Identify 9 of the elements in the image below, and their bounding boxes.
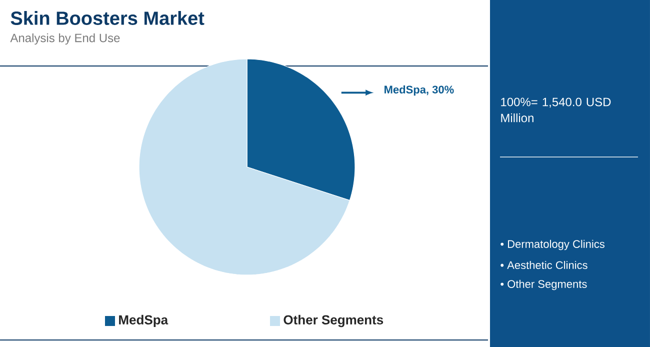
text: • Other Segments <box>500 280 587 290</box>
data-label: MedSpa, 30% <box>384 85 454 96</box>
legend-label: Other Segments <box>284 314 384 328</box>
text: 100%= 1,540.0 USD Million <box>501 98 611 122</box>
text: • Dermatology Clinics <box>500 240 604 250</box>
legend-label: MedSpa <box>119 314 168 328</box>
text: • Aesthetic Clinics <box>500 260 588 270</box>
chart-subtitle: Analysis by End Use <box>10 33 120 45</box>
chart-title: Skin Boosters Market <box>10 11 204 25</box>
